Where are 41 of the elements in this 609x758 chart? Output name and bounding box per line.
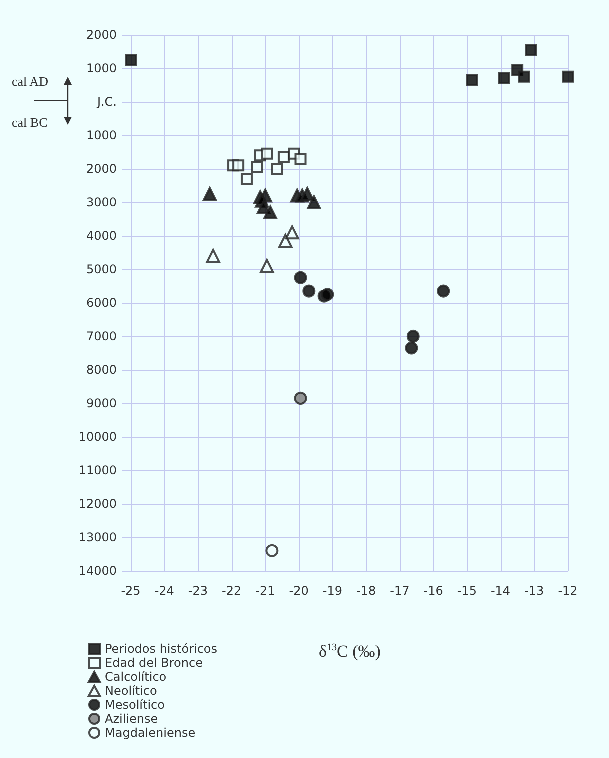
x-tick-label: -20 <box>289 584 309 598</box>
legend-label: Magdaleniense <box>105 726 196 740</box>
y-tick-label: 3000 <box>86 196 117 210</box>
y-tick-label: 2000 <box>86 28 117 42</box>
x-tick-label: -22 <box>222 584 242 598</box>
y-tick-label: 7000 <box>86 330 117 344</box>
legend-label: Neolítico <box>105 684 158 698</box>
y-tick-label: 12000 <box>78 497 117 511</box>
y-tick-label: 8000 <box>86 363 117 377</box>
legend-label: Mesolítico <box>105 698 165 712</box>
y-tick-label: 1000 <box>86 62 117 76</box>
x-tick-label: -25 <box>121 584 141 598</box>
x-tick-label: -23 <box>188 584 208 598</box>
y-tick-label: 4000 <box>86 229 117 243</box>
y-tick-label: 2000 <box>86 162 117 176</box>
y-tick-label: 1000 <box>86 128 117 142</box>
y-tick-label: 14000 <box>78 564 117 578</box>
text: cal BC <box>12 115 48 131</box>
legend-label: Periodos históricos <box>105 642 218 656</box>
x-tick-label: -21 <box>256 584 276 598</box>
x-tick-label: -17 <box>390 584 410 598</box>
x-tick-label: -15 <box>457 584 477 598</box>
legend-label: Aziliense <box>105 712 158 726</box>
y-tick-label: 6000 <box>86 296 117 310</box>
x-tick-label: -18 <box>356 584 376 598</box>
x-tick-label: -16 <box>424 584 444 598</box>
x-axis-title: δ$^{13}$C (‰) <box>318 642 382 662</box>
y-tick-label: 9000 <box>86 396 117 410</box>
y-tick-label: 10000 <box>78 430 117 444</box>
legend-label: Edad del Bronce <box>105 656 203 670</box>
y-tick-label: 11000 <box>78 464 117 478</box>
y-tick-label: J.C. <box>96 95 117 109</box>
legend-label: Calcolítico <box>105 670 167 684</box>
x-tick-label: -24 <box>154 584 174 598</box>
x-tick-label: -12 <box>558 584 578 598</box>
x-tick-label: -14 <box>490 584 511 598</box>
y-tick-label: 13000 <box>78 530 117 544</box>
y-tick-label: 5000 <box>86 262 117 276</box>
text: cal AD <box>12 74 48 90</box>
x-tick-label: -13 <box>524 584 544 598</box>
x-tick-label: -19 <box>322 584 342 598</box>
